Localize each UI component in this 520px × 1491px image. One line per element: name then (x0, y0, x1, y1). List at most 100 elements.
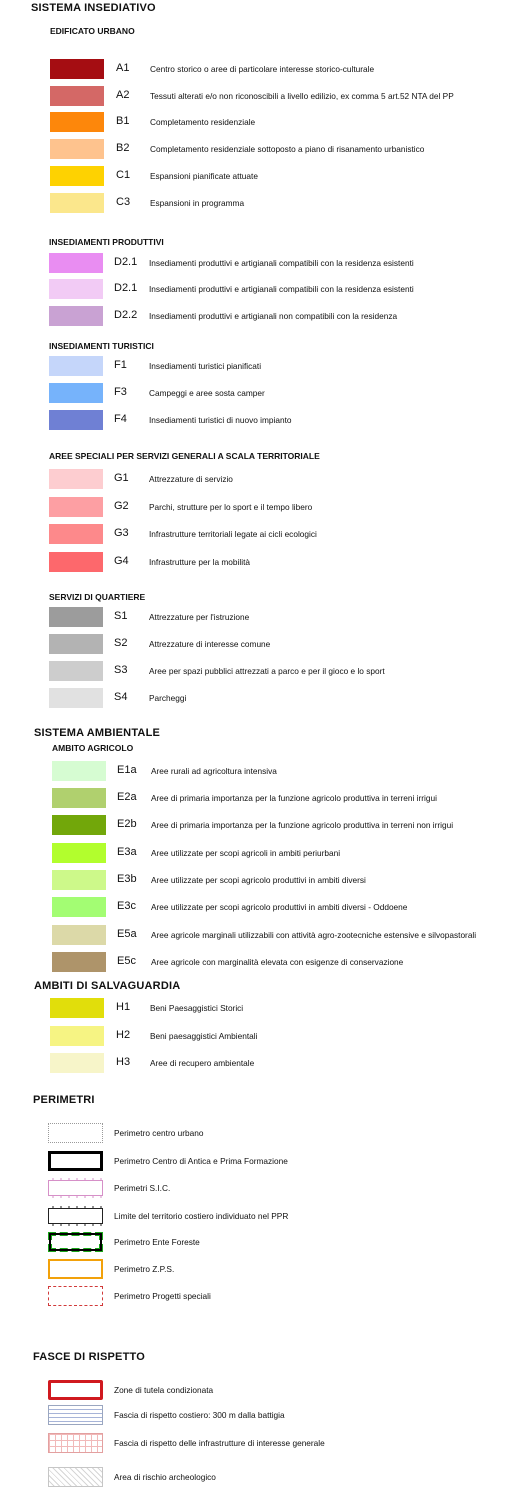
buffer-symbol-blue-lines (48, 1405, 103, 1425)
legend-swatch-e2b (52, 815, 106, 835)
legend-swatch-h3 (50, 1053, 104, 1073)
legend-label: Campeggi e aree sosta camper (149, 388, 265, 398)
perimeter-label: Perimetro Z.P.S. (114, 1264, 175, 1274)
legend-swatch-e1a (52, 761, 106, 781)
legend-code: E3b (117, 873, 137, 885)
legend-code: G3 (114, 527, 129, 539)
buffer-symbol-red-thick (48, 1380, 103, 1400)
perimeter-symbol-red-dashed (48, 1286, 103, 1306)
legend-label: Parchi, strutture per lo sport e il temp… (149, 502, 313, 512)
buffer-label: Area di rischio archeologico (114, 1472, 216, 1482)
legend-swatch-g1 (49, 469, 103, 489)
legend-swatch-s4 (49, 688, 103, 708)
legend-label: Espansioni in programma (150, 198, 245, 208)
legend-label: Espansioni pianificate attuate (150, 171, 258, 181)
legend-swatch-f1 (49, 356, 103, 376)
legend-label: Aree agricole con marginalità elevata co… (151, 957, 404, 967)
perimeter-label: Perimetro Ente Foreste (114, 1237, 200, 1247)
legend-swatch-s2 (49, 634, 103, 654)
legend-label: Aree agricole marginali utilizzabili con… (151, 930, 477, 940)
legend-label: Parcheggi (149, 693, 187, 703)
legend-label: Beni Paesaggistici Storici (150, 1003, 244, 1013)
legend-code: F1 (114, 359, 127, 371)
legend-code: C3 (116, 196, 131, 208)
legend-code: E2a (117, 791, 137, 803)
legend-code: D2.2 (114, 309, 138, 321)
legend-label: Completamento residenziale sottoposto a … (150, 144, 425, 154)
legend-code: E5c (117, 955, 136, 967)
section-title-fasce-rispetto: FASCE DI RISPETTO (33, 1351, 145, 1363)
group-title-ambito-agricolo: AMBITO AGRICOLO (52, 743, 134, 753)
perimeter-label: Limite del territorio costiero individua… (114, 1211, 289, 1221)
legend-code: G4 (114, 555, 129, 567)
legend-swatch-e3a (52, 843, 106, 863)
legend-code: A2 (116, 89, 130, 101)
buffer-symbol-crosshatch (48, 1467, 103, 1487)
legend-code: G1 (114, 472, 129, 484)
legend-code: B2 (116, 142, 130, 154)
legend-swatch-c3 (50, 193, 104, 213)
legend-code: G2 (114, 500, 129, 512)
section-title-sistema-insediativo: SISTEMA INSEDIATIVO (31, 2, 156, 14)
legend-label: Insediamenti turistici pianificati (149, 361, 262, 371)
legend-swatch-g3 (49, 524, 103, 544)
legend-code: E3a (117, 846, 137, 858)
legend-code: B1 (116, 115, 130, 127)
perimeter-symbol-thick-black (48, 1151, 103, 1171)
legend-code: F3 (114, 386, 127, 398)
legend-label: Aree di primaria importanza per la funzi… (151, 793, 437, 803)
group-title-insediamenti-produttivi: INSEDIAMENTI PRODUTTIVI (49, 237, 164, 247)
legend-code: E2b (117, 818, 137, 830)
legend-label: Aree utilizzate per scopi agricoli in am… (151, 848, 341, 858)
legend-swatch-e3b (52, 870, 106, 890)
perimeter-symbol-orange (48, 1259, 103, 1279)
legend-label: Aree per spazi pubblici attrezzati a par… (149, 666, 385, 676)
legend-code: E1a (117, 764, 137, 776)
legend-label: Insediamenti produttivi e artigianali co… (149, 258, 414, 268)
legend-code: E5a (117, 928, 137, 940)
legend-swatch-e2a (52, 788, 106, 808)
legend-swatch-b1 (50, 112, 104, 132)
legend-label: Aree di primaria importanza per la funzi… (151, 820, 454, 830)
perimeter-symbol-pink-ticks (48, 1178, 103, 1198)
legend-swatch-s3 (49, 661, 103, 681)
legend-label: Attrezzature di servizio (149, 474, 233, 484)
legend-label: Aree utilizzate per scopi agricolo produ… (151, 902, 408, 912)
legend-swatch-g2 (49, 497, 103, 517)
legend-code: S2 (114, 637, 128, 649)
legend-code: C1 (116, 169, 131, 181)
legend-label: Infrastrutture per la mobilità (149, 557, 250, 567)
legend-swatch-s1 (49, 607, 103, 627)
legend-label: Tessuti alterati e/o non riconoscibili a… (150, 91, 454, 101)
buffer-symbol-pink-grid (48, 1433, 103, 1453)
group-title-insediamenti-turistici: INSEDIAMENTI TURISTICI (49, 341, 154, 351)
legend-code: H3 (116, 1056, 131, 1068)
legend-code: H2 (116, 1029, 131, 1041)
legend-code: S3 (114, 664, 128, 676)
legend-label: Insediamenti turistici di nuovo impianto (149, 415, 292, 425)
group-title-edificato-urbano: EDIFICATO URBANO (50, 26, 135, 36)
legend-label: Aree di recupero ambientale (150, 1058, 255, 1068)
legend-swatch-d2-1 (49, 253, 103, 273)
legend-label: Beni paesaggistici Ambientali (150, 1031, 258, 1041)
buffer-label: Fascia di rispetto delle infrastrutture … (114, 1438, 325, 1448)
perimeter-label: Perimetro centro urbano (114, 1128, 204, 1138)
legend-swatch-a1 (50, 59, 104, 79)
perimeter-symbol-dotted-grey (48, 1123, 103, 1143)
legend-label: Centro storico o aree di particolare int… (150, 64, 375, 74)
legend-label: Attrezzature di interesse comune (149, 639, 271, 649)
legend-label: Aree utilizzate per scopi agricolo produ… (151, 875, 366, 885)
legend-swatch-b2 (50, 139, 104, 159)
legend-label: Insediamenti produttivi e artigianali no… (149, 311, 398, 321)
buffer-label: Zone di tutela condizionata (114, 1385, 214, 1395)
group-title-aree-speciali: AREE SPECIALI PER SERVIZI GENERALI A SCA… (49, 451, 320, 461)
legend-swatch-c1 (50, 166, 104, 186)
legend-swatch-d2-1 (49, 279, 103, 299)
legend-label: Completamento residenziale (150, 117, 256, 127)
legend-label: Attrezzature per l'istruzione (149, 612, 250, 622)
legend-swatch-f4 (49, 410, 103, 430)
legend-code: E3c (117, 900, 136, 912)
legend-swatch-a2 (50, 86, 104, 106)
group-title-servizi-quartiere: SERVIZI DI QUARTIERE (49, 592, 146, 602)
legend-swatch-g4 (49, 552, 103, 572)
